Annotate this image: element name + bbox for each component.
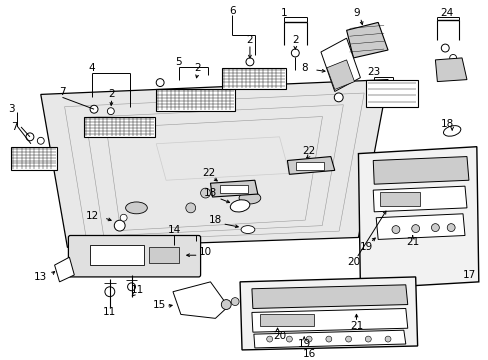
Bar (259, 314, 313, 326)
Circle shape (231, 298, 239, 306)
Text: 24: 24 (440, 8, 453, 18)
Circle shape (447, 224, 454, 231)
Circle shape (391, 226, 399, 234)
Polygon shape (372, 186, 466, 212)
Bar (296, 162, 323, 170)
Circle shape (127, 283, 135, 291)
Text: 16: 16 (302, 349, 315, 359)
Circle shape (365, 336, 370, 342)
Text: 21: 21 (405, 237, 419, 247)
Text: 19: 19 (297, 339, 310, 349)
Text: 9: 9 (352, 8, 359, 18)
Text: 7: 7 (59, 87, 66, 98)
Circle shape (105, 287, 115, 297)
Text: 11: 11 (103, 307, 116, 318)
Ellipse shape (230, 200, 249, 212)
Bar (84, 117, 155, 137)
Text: 11: 11 (131, 285, 144, 295)
Text: 2: 2 (246, 35, 253, 45)
Text: 6: 6 (228, 5, 235, 15)
Bar (379, 192, 419, 206)
Text: 17: 17 (462, 270, 476, 280)
Bar (11, 147, 57, 170)
Polygon shape (375, 214, 464, 239)
Polygon shape (326, 60, 354, 90)
Text: 8: 8 (300, 63, 307, 73)
Text: 12: 12 (85, 211, 99, 221)
Text: 7: 7 (11, 122, 18, 132)
Polygon shape (173, 282, 228, 318)
Circle shape (156, 78, 164, 86)
Circle shape (325, 336, 331, 342)
Polygon shape (251, 309, 407, 332)
Circle shape (430, 224, 438, 231)
Circle shape (120, 214, 127, 221)
Polygon shape (358, 147, 478, 289)
Ellipse shape (241, 226, 254, 234)
Circle shape (185, 203, 195, 213)
Bar (222, 68, 286, 90)
Polygon shape (55, 257, 74, 282)
Ellipse shape (125, 202, 147, 214)
Text: 2: 2 (108, 89, 115, 99)
Text: 20: 20 (346, 257, 359, 267)
Text: 10: 10 (199, 247, 212, 257)
Polygon shape (240, 277, 417, 350)
Text: 18: 18 (208, 215, 222, 225)
Circle shape (90, 105, 98, 113)
Circle shape (200, 188, 210, 198)
Polygon shape (346, 22, 387, 58)
Bar (220, 185, 247, 193)
Circle shape (384, 336, 390, 342)
Polygon shape (210, 180, 257, 197)
Text: 2: 2 (194, 63, 201, 73)
Circle shape (411, 225, 419, 233)
Ellipse shape (443, 126, 460, 136)
FancyBboxPatch shape (68, 235, 200, 277)
Text: 20: 20 (272, 331, 285, 341)
Bar (366, 80, 417, 107)
Circle shape (291, 49, 299, 57)
Text: 3: 3 (8, 104, 15, 114)
Text: 18: 18 (440, 119, 453, 129)
Text: 14: 14 (167, 225, 180, 235)
Text: 4: 4 (89, 63, 95, 73)
Polygon shape (287, 157, 334, 174)
Circle shape (107, 108, 114, 114)
Circle shape (26, 133, 34, 141)
Circle shape (114, 220, 125, 231)
Circle shape (440, 44, 448, 52)
Bar (90, 246, 144, 265)
Text: 5: 5 (175, 57, 182, 67)
Polygon shape (251, 285, 407, 309)
Polygon shape (434, 58, 466, 82)
Circle shape (221, 300, 231, 310)
Text: 23: 23 (367, 67, 380, 77)
Text: 22: 22 (302, 146, 315, 156)
Circle shape (286, 336, 292, 342)
Text: 19: 19 (359, 242, 372, 252)
Polygon shape (41, 80, 387, 247)
Circle shape (345, 336, 351, 342)
Text: 13: 13 (34, 272, 47, 282)
Polygon shape (253, 330, 405, 348)
Ellipse shape (239, 192, 260, 204)
Circle shape (266, 336, 272, 342)
Polygon shape (372, 157, 468, 184)
Text: 21: 21 (349, 321, 363, 331)
Text: 15: 15 (152, 300, 165, 310)
Text: 1: 1 (281, 8, 287, 18)
Bar (156, 90, 235, 111)
Circle shape (37, 137, 44, 144)
Text: 18: 18 (203, 188, 217, 198)
Text: 22: 22 (202, 168, 215, 178)
Text: 2: 2 (291, 35, 298, 45)
Circle shape (245, 58, 253, 66)
Circle shape (334, 93, 343, 102)
Bar (149, 247, 179, 263)
Circle shape (449, 54, 456, 61)
Polygon shape (320, 38, 360, 91)
Circle shape (305, 336, 311, 342)
